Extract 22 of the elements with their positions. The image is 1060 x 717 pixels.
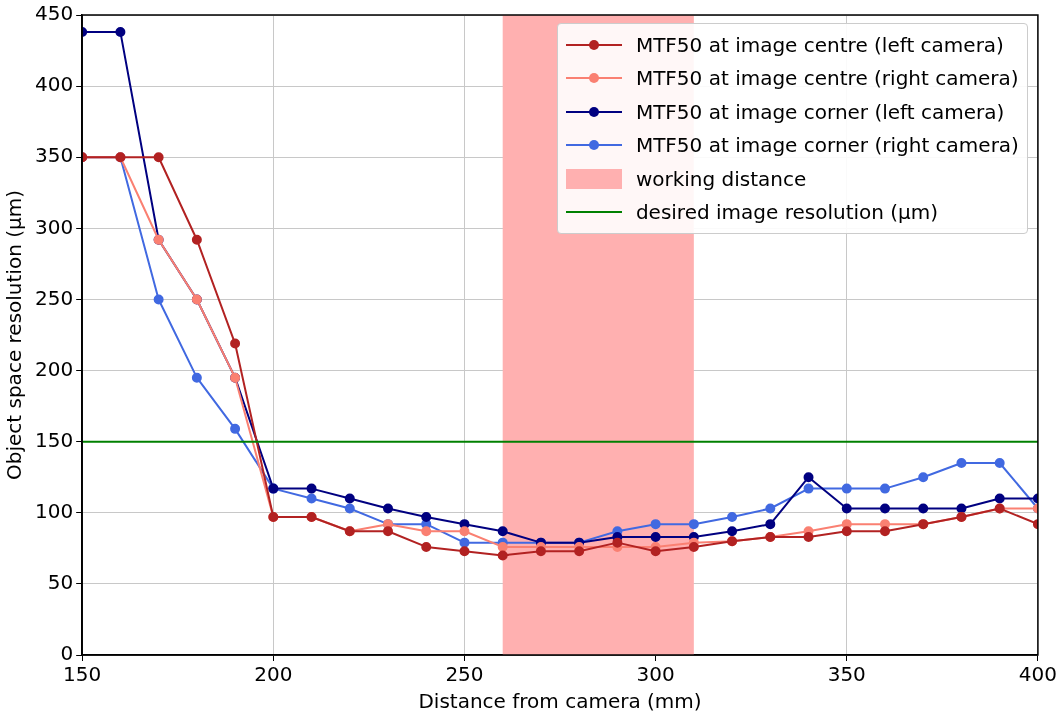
y-tick-label: 350: [34, 143, 74, 168]
x-tick-label: 250: [445, 662, 484, 687]
y-tick-label: 100: [34, 498, 74, 523]
y-tick-label: 150: [34, 427, 74, 452]
legend-label: MTF50 at image centre (right camera): [635, 66, 1019, 91]
legend-label: desired image resolution (µm): [635, 200, 939, 225]
legend-label: MTF50 at image corner (right camera): [635, 133, 1019, 158]
y-tick-label: 450: [34, 1, 74, 26]
y-axis-title: Object space resolution (µm): [2, 190, 27, 480]
y-tick-label: 50: [47, 570, 74, 595]
legend-label: MTF50 at image centre (left camera): [635, 32, 1004, 57]
x-axis-title: Distance from camera (mm): [418, 689, 702, 714]
y-tick-label: 400: [34, 72, 74, 97]
x-tick-label: 300: [636, 662, 675, 687]
legend-label: MTF50 at image corner (left camera): [635, 99, 1005, 124]
x-tick-label: 400: [1018, 662, 1058, 687]
band-label: working distance: [635, 166, 807, 191]
x-tick-label: 200: [254, 662, 293, 687]
x-tick-label: 350: [827, 662, 866, 687]
y-tick-label: 250: [34, 285, 74, 310]
y-tick-label: 300: [34, 214, 74, 239]
y-tick-label: 200: [34, 356, 74, 381]
